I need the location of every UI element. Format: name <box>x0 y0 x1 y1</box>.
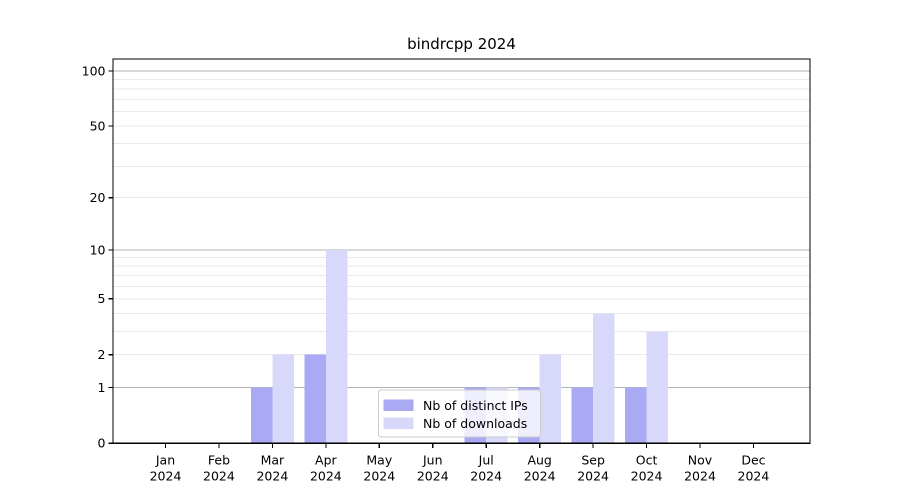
legend-swatch-distinct-ips <box>383 399 414 411</box>
x-tick-label-month-aug: Aug <box>527 453 551 468</box>
x-tick-label-year-dec: 2024 <box>738 469 770 484</box>
bar-distinct-ips-sep <box>571 387 594 444</box>
x-tick-label-month-mar: Mar <box>261 453 285 468</box>
y-tick-label-50: 50 <box>90 119 106 134</box>
bar-downloads-aug <box>539 354 562 444</box>
bar-distinct-ips-mar <box>250 387 273 444</box>
x-tick-label-year-jun: 2024 <box>417 469 449 484</box>
x-tick-label-month-jun: Jun <box>422 453 443 468</box>
y-tick-label-100: 100 <box>82 63 106 78</box>
x-tick-label-month-feb: Feb <box>208 453 230 468</box>
x-tick-label-month-jul: Jul <box>478 453 494 468</box>
x-tick-label-year-apr: 2024 <box>310 469 342 484</box>
x-tick-label-year-jan: 2024 <box>150 469 182 484</box>
chart-title: bindrcpp 2024 <box>407 35 516 53</box>
y-tick-label-20: 20 <box>90 190 106 205</box>
x-tick-label-year-oct: 2024 <box>631 469 663 484</box>
x-tick-label-year-feb: 2024 <box>203 469 235 484</box>
bar-distinct-ips-oct <box>625 387 647 444</box>
y-tick-label-10: 10 <box>90 242 106 257</box>
x-tick-label-year-nov: 2024 <box>684 469 716 484</box>
x-tick-label-month-oct: Oct <box>636 453 658 468</box>
x-tick-label-month-sep: Sep <box>581 453 605 468</box>
x-tick-label-month-nov: Nov <box>688 453 713 468</box>
x-tick-label-month-may: May <box>366 453 392 468</box>
x-tick-label-year-aug: 2024 <box>524 469 556 484</box>
legend-label-distinct-ips: Nb of distinct IPs <box>423 398 528 413</box>
bar-distinct-ips-apr <box>304 354 326 444</box>
legend-label-downloads: Nb of downloads <box>423 416 527 431</box>
x-tick-label-year-may: 2024 <box>363 469 395 484</box>
x-tick-label-year-sep: 2024 <box>577 469 609 484</box>
x-tick-label-year-jul: 2024 <box>470 469 502 484</box>
x-tick-label-month-jan: Jan <box>155 453 175 468</box>
x-tick-label-month-dec: Dec <box>741 453 765 468</box>
bar-downloads-mar <box>272 354 294 444</box>
bar-downloads-sep <box>593 313 615 444</box>
y-tick-label-2: 2 <box>98 347 106 362</box>
x-tick-label-month-apr: Apr <box>315 453 337 468</box>
legend-swatch-downloads <box>383 417 414 429</box>
x-tick-label-year-mar: 2024 <box>256 469 288 484</box>
y-tick-label-5: 5 <box>98 291 106 306</box>
y-tick-label-1: 1 <box>98 380 106 395</box>
bar-downloads-apr <box>325 249 348 444</box>
plot-border <box>112 58 811 444</box>
legend-box <box>378 389 541 438</box>
bar-downloads-oct <box>646 331 669 444</box>
y-tick-label-0: 0 <box>98 436 106 451</box>
